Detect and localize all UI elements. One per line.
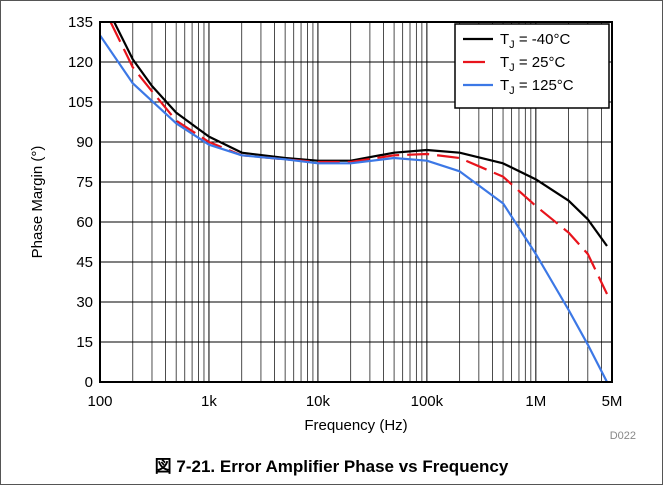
y-tick-label: 60 — [76, 214, 93, 231]
legend-label: TJ = 25°C — [500, 54, 565, 74]
series-lines — [100, 22, 609, 382]
x-tick-label: 5M — [602, 393, 623, 410]
y-tick-label: 120 — [68, 54, 93, 71]
x-tick-label: 100k — [411, 393, 444, 410]
x-tick-label: 10k — [306, 393, 331, 410]
y-tick-label: 0 — [85, 374, 93, 391]
y-tick-label: 75 — [76, 174, 93, 191]
x-tick-labels: 100 1k 10k 100k 1M 5M — [87, 393, 622, 410]
y-axis-label: Phase Margin (°) — [29, 146, 46, 259]
y-tick-label: 45 — [76, 254, 93, 271]
x-tick-label: 1k — [201, 393, 217, 410]
legend-label: TJ = -40°C — [500, 31, 570, 51]
legend: TJ = -40°C TJ = 25°C TJ = 125°C — [454, 23, 610, 109]
x-tick-label: 1M — [525, 393, 546, 410]
legend-label: TJ = 125°C — [500, 77, 574, 97]
x-axis-label: Frequency (Hz) — [304, 417, 407, 434]
series-line-2 — [109, 22, 609, 295]
figure-caption: 図 7-21. Error Amplifier Phase vs Frequen… — [154, 457, 509, 476]
y-tick-label: 30 — [76, 294, 93, 311]
y-tick-labels: 0 15 30 45 60 75 90 105 120 135 — [68, 14, 93, 391]
y-tick-label: 105 — [68, 94, 93, 111]
figure-id: D022 — [610, 430, 636, 442]
y-tick-label: 90 — [76, 134, 93, 151]
x-tick-label: 100 — [87, 393, 112, 410]
y-tick-label: 15 — [76, 334, 93, 351]
plot-area-border — [99, 21, 613, 383]
series-line-3 — [100, 34, 608, 382]
y-tick-label: 135 — [68, 14, 93, 31]
series-line-1 — [113, 22, 608, 247]
